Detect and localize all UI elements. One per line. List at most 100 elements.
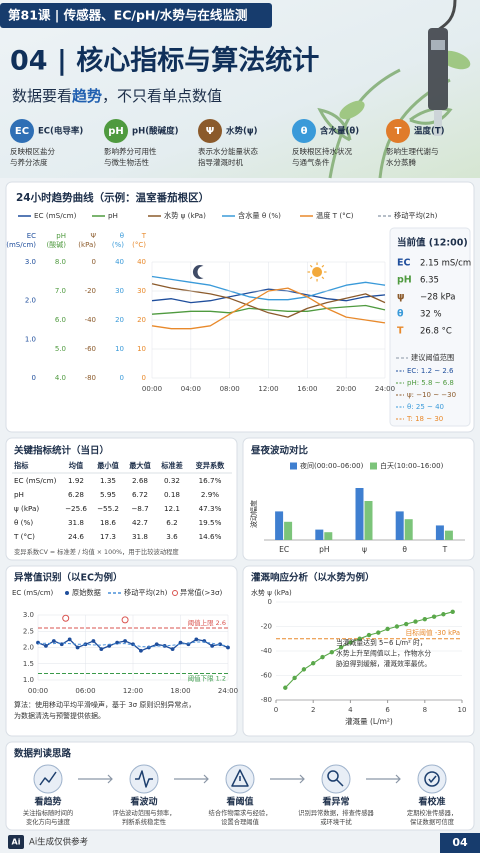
data-point xyxy=(283,685,288,690)
y-tick-label: 0 xyxy=(92,258,96,266)
indicator-icon xyxy=(104,119,128,143)
legend-label: 含水量 θ (%) xyxy=(238,211,281,220)
y-tick-label: 20 xyxy=(137,316,146,324)
indicator-symbol: Ψ xyxy=(206,126,215,137)
data-point xyxy=(422,616,427,622)
data-point xyxy=(329,650,334,655)
day-icon xyxy=(312,267,323,277)
subtitle-part: 数据要看 xyxy=(12,87,72,105)
current-symbol: pH xyxy=(397,275,412,286)
data-point xyxy=(210,643,215,648)
threshold-item: pH: 5.8 ~ 6.8 xyxy=(407,379,454,387)
table-title: 关键指标统计（当日） xyxy=(14,445,109,457)
data-point xyxy=(91,639,96,643)
bar xyxy=(315,529,324,540)
data-point xyxy=(357,636,362,641)
bar xyxy=(324,532,333,540)
bar xyxy=(284,521,293,540)
lesson-label: 第81课 | 传感器、EC/pH/水势与在线监测 xyxy=(8,8,247,23)
y-tick-label: 40 xyxy=(137,258,146,266)
step-label: 看校准 xyxy=(418,796,445,808)
step-desc: 保证数据可信度 xyxy=(410,817,455,826)
data-point xyxy=(450,609,455,614)
legend-label: 夜间(00:00–06:00) xyxy=(300,461,364,470)
y-tick-label: 3.0 xyxy=(23,611,34,619)
current-symbol: ψ xyxy=(397,292,405,303)
table-cell: 16.7% xyxy=(199,476,222,485)
data-point xyxy=(376,630,381,635)
lesson-banner xyxy=(0,3,272,28)
indicator-name: 水势(ψ) xyxy=(225,126,258,137)
x-tick-label: 4 xyxy=(348,706,353,714)
page-title: 04 | 核心指标与算法统计 xyxy=(10,45,319,77)
data-point xyxy=(348,640,353,645)
current-symbol: θ xyxy=(397,309,404,320)
indicator-desc: 反映根区持水状况 xyxy=(292,146,352,156)
indicator-desc: 与养分浓度 xyxy=(10,157,48,167)
series-line xyxy=(37,641,229,648)
indicator-desc: 表示水分能量状态 xyxy=(198,146,258,156)
chart-note: 水势上升至阈值以上，作物水分 xyxy=(336,649,431,658)
data-point xyxy=(226,645,230,650)
table-cell: 3.6 xyxy=(166,532,178,541)
table-cell: 19.5% xyxy=(199,518,222,527)
ai-badge xyxy=(8,835,24,849)
legend-label: 异常值(>3σ) xyxy=(180,588,223,597)
x-tick-label: 12:00 xyxy=(258,385,278,393)
step-label: 看异常 xyxy=(322,796,349,808)
subtitle-part: ，不只看单点数值 xyxy=(102,87,222,105)
step-arrow xyxy=(174,774,209,784)
x-tick-label: 2 xyxy=(311,706,315,714)
indicator-name: 含水量(θ) xyxy=(319,126,359,137)
table-cell: 31.8 xyxy=(68,518,84,527)
bar xyxy=(364,501,373,540)
step-desc: 关注指标随时间的 xyxy=(23,808,73,817)
table-cell: 6.2 xyxy=(166,518,177,527)
series-line xyxy=(151,287,386,330)
step-glyph xyxy=(135,770,153,788)
data-point xyxy=(311,661,316,666)
step-desc: 识别异常数据，排查传感器 xyxy=(298,808,374,817)
axis-title: (°C) xyxy=(132,241,146,249)
indicator-desc: 影响养分可用性 xyxy=(104,146,157,156)
target-label: 目标阈值 -30 kPa xyxy=(405,628,460,637)
legend-swatch xyxy=(65,591,69,595)
indicator-name: EC(电导率) xyxy=(38,126,83,137)
step-icon xyxy=(33,764,63,794)
bar xyxy=(444,530,453,540)
data-point xyxy=(338,645,344,650)
data-point xyxy=(194,637,199,642)
step-arrow xyxy=(78,774,113,784)
y-tick-label: -60 xyxy=(261,672,272,680)
data-point xyxy=(413,619,418,624)
step-glyph xyxy=(231,769,249,787)
legend-label: EC (mS/cm) xyxy=(34,211,77,220)
table-header: 变异系数 xyxy=(196,461,226,470)
x-tick-label: 06:00 xyxy=(75,687,95,695)
y-tick-label: 40 xyxy=(115,258,124,266)
data-point xyxy=(99,647,104,652)
bar xyxy=(275,511,284,540)
table-header: 最小值 xyxy=(97,461,119,470)
data-point xyxy=(123,639,127,643)
legend-label: 温度 T (°C) xyxy=(316,211,354,220)
indicator-desc: 影响生理代谢与 xyxy=(386,146,439,156)
table-cell: −8.7 xyxy=(131,504,148,513)
step-desc: 或环境干扰 xyxy=(320,817,352,826)
chart-title: 灌溉响应分析（以水势为例） xyxy=(251,572,375,584)
table-cell: T (°C) xyxy=(13,532,35,541)
step-icon xyxy=(417,764,447,794)
threshold-label: 阈值下限 1.2 xyxy=(188,674,226,683)
day-icon-ray xyxy=(321,276,325,280)
day-icon-ray xyxy=(309,276,313,280)
data-point xyxy=(366,632,372,638)
table-cell: 2.9% xyxy=(201,490,219,499)
data-point xyxy=(44,643,48,648)
legend-label: 移动平均(2h) xyxy=(124,588,168,597)
data-point xyxy=(320,654,325,660)
bar xyxy=(435,525,444,540)
data-point xyxy=(301,667,307,672)
outlier-point xyxy=(62,614,70,622)
y-tick-label: 1.0 xyxy=(23,676,34,684)
step-desc: 结合作物需求与经验， xyxy=(209,808,272,817)
